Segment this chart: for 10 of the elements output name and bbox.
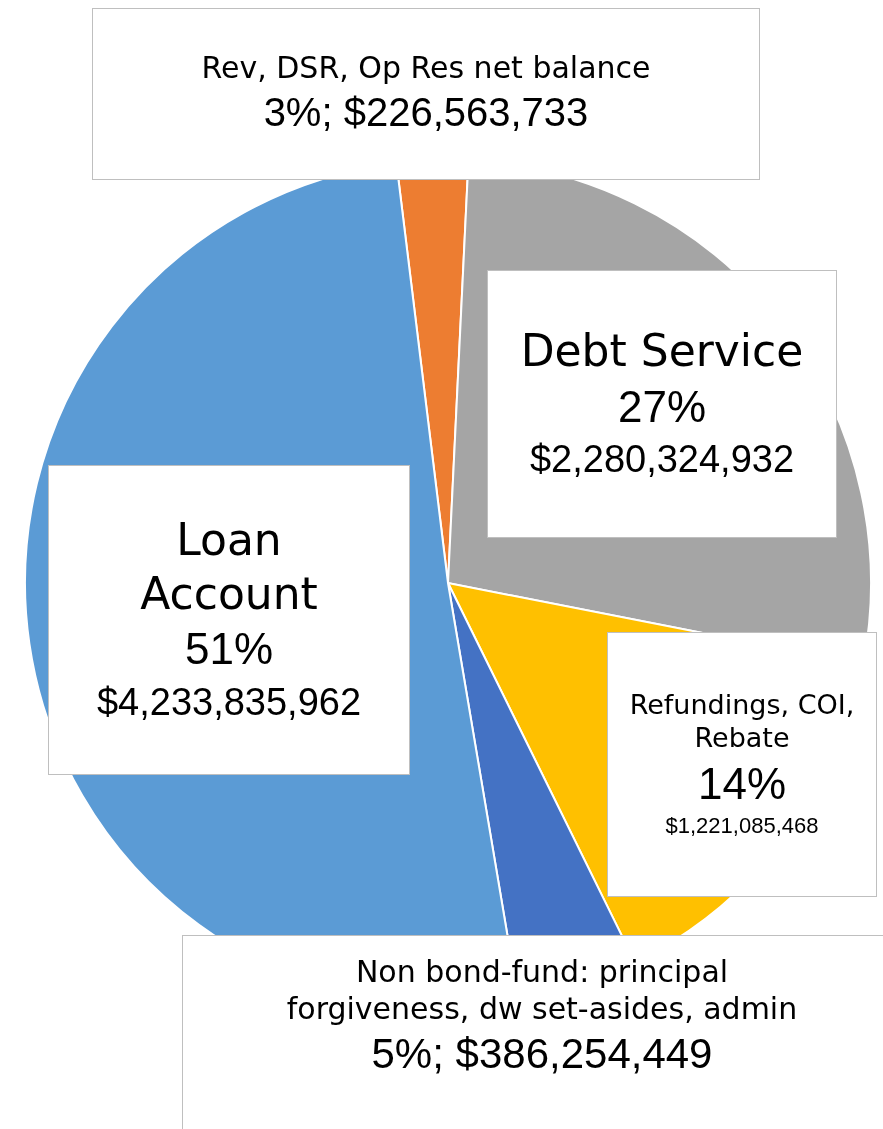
slice-label: Non bond-fund: principal forgiveness, dw set-asides, admin <box>285 954 799 1028</box>
slice-label: Loan Account <box>139 513 319 621</box>
data-label: 14% $1,221,085,468 <box>665 757 819 840</box>
slice-label: Rev, DSR, Op Res net balance <box>201 49 651 87</box>
slice-label: Refundings, COI, Rebate <box>628 688 856 755</box>
data-label: 27% $2,280,324,932 <box>529 380 795 482</box>
data-label: 3%; $226,563,733 <box>263 89 589 137</box>
data-label: 51% $4,233,835,962 <box>96 623 362 725</box>
data-label: 5%; $386,254,449 <box>371 1029 713 1080</box>
slice-label: Debt Service <box>520 323 804 378</box>
